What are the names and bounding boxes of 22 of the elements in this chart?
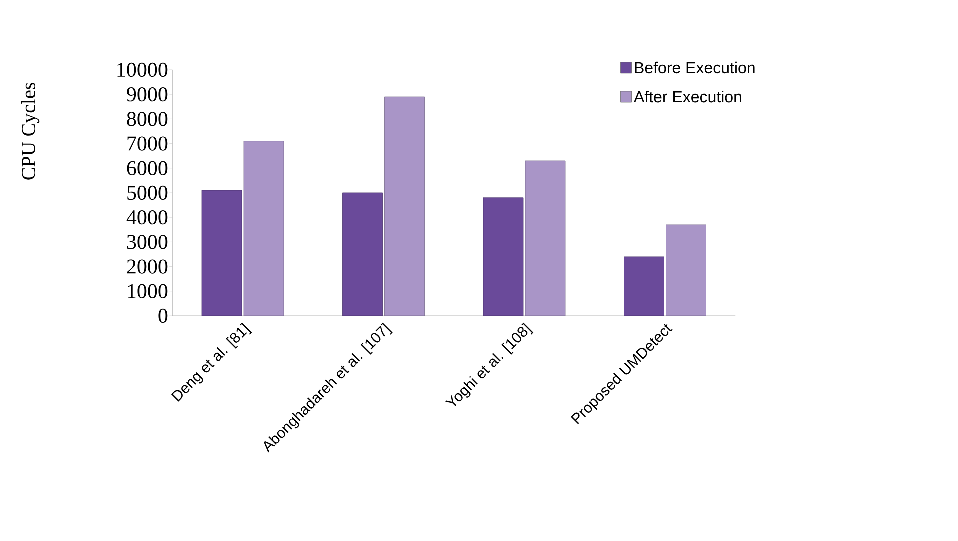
y-tick-label: 5000 — [128, 186, 168, 200]
bar — [342, 192, 383, 316]
y-tick-label: 0 — [158, 308, 168, 324]
y-tick-label: 4000 — [126, 210, 168, 225]
y-axis-title: CPU Cycles — [21, 83, 40, 180]
bar — [483, 198, 524, 316]
y-tick-label: 7000 — [128, 136, 168, 151]
y-tick-label: 3000 — [127, 235, 168, 250]
bar — [202, 190, 242, 316]
bar — [384, 96, 425, 316]
bar — [624, 256, 664, 316]
legend-label: After Execution — [634, 90, 742, 103]
y-tick-label: 1000 — [128, 284, 168, 298]
legend-label: Before Execution — [635, 62, 755, 74]
y-tick-label: 8000 — [127, 112, 168, 126]
y-tick-label: 10000 — [118, 62, 168, 78]
y-tick-label: 9000 — [127, 87, 168, 102]
bar — [244, 141, 284, 316]
bar — [666, 224, 706, 316]
y-tick-label: 2000 — [127, 260, 168, 274]
y-tick-label: 6000 — [127, 161, 168, 176]
bar — [525, 160, 566, 316]
